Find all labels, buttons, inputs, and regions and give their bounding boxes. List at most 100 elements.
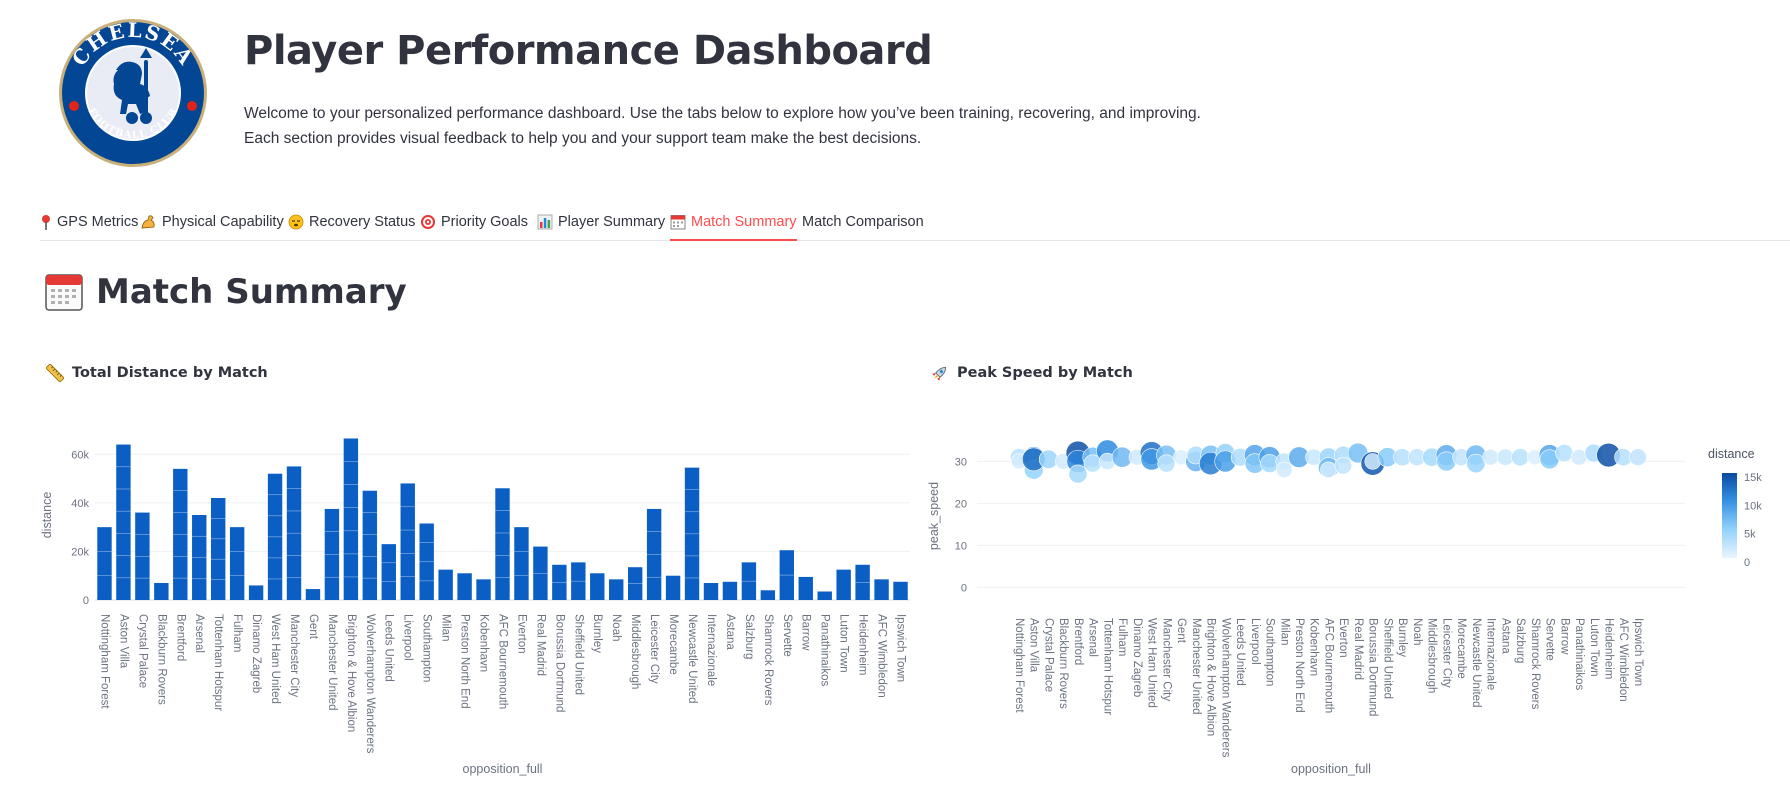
x-tick-label: AFC Wimbledon [876, 614, 888, 698]
x-axis-label: opposition_full [463, 762, 543, 776]
bar [438, 569, 453, 600]
x-tick-label: Wolverhampton Wanderers [1219, 618, 1231, 758]
tab-label: Priority Goals [441, 214, 529, 230]
x-tick-label: Salzburg [1514, 618, 1526, 663]
bar [609, 579, 624, 600]
page-title: Player Performance Dashboard [244, 28, 933, 74]
x-tick-label: Arsenal [193, 614, 205, 653]
y-tick-label: 0 [961, 582, 967, 594]
x-tick-label: West Ham United [1146, 618, 1158, 708]
colorbar [1722, 473, 1737, 558]
scatter-point [1570, 449, 1588, 466]
y-tick-label: 40k [71, 498, 89, 510]
x-tick-label: Salzburg [743, 614, 755, 659]
x-tick-label: Heidenheim [857, 614, 869, 675]
bar [457, 573, 472, 600]
y-axis-label: peak_speed [927, 482, 941, 550]
x-tick-label: AFC Bournemouth [1322, 618, 1334, 713]
tab-bar: GPS Metrics Physical Capability Recovery… [40, 204, 1790, 241]
bar [210, 498, 226, 600]
distance-chart-title: Total Distance by Match [46, 364, 268, 382]
x-tick-label: Servette [781, 614, 793, 657]
x-tick-label: Burnley [591, 614, 603, 653]
x-tick-label: Newcastle United [686, 614, 698, 703]
x-tick-label: Aston Villa [1028, 618, 1040, 673]
tab-physical-capability[interactable]: Physical Capability [140, 204, 284, 240]
x-tick-label: Luton Town [838, 614, 850, 673]
x-tick-label: Barrow [1558, 618, 1570, 655]
sleepy-face-icon [288, 214, 304, 230]
x-tick-label: Liverpool [402, 614, 414, 661]
colorbar-tick-label: 15k [1744, 472, 1762, 484]
y-axis-label: distance [40, 492, 54, 539]
x-tick-label: Manchester City [1160, 618, 1172, 701]
bar [495, 488, 510, 600]
x-tick-label: Blackburn Rovers [1057, 618, 1069, 709]
bar [343, 438, 359, 600]
x-tick-label: Blackburn Rovers [155, 614, 167, 705]
x-tick-label: Dinamo Zagreb [250, 614, 262, 693]
bar [836, 569, 851, 600]
x-tick-label: Nottingham Forest [98, 614, 110, 709]
tab-label: Physical Capability [162, 214, 284, 230]
colorbar-tick-label: 0 [1744, 557, 1750, 569]
scatter-point [1482, 449, 1499, 466]
x-tick-label: Leeds United [1234, 618, 1246, 686]
x-tick-label: Borussia Dortmund [1367, 618, 1379, 716]
x-tick-label: Brighton & Hove Albion [1205, 618, 1217, 736]
tab-gps-metrics[interactable]: GPS Metrics [40, 204, 138, 240]
x-tick-label: Fulham [231, 614, 243, 652]
x-tick-label: Tottenham Hotspur [1101, 618, 1113, 715]
x-tick-label: Arsenal [1087, 618, 1099, 657]
y-tick-label: 10 [955, 540, 967, 552]
bar [665, 575, 681, 600]
x-tick-label: Sheffield United [572, 614, 584, 695]
scatter-point [1555, 444, 1574, 462]
x-tick-label: Burnley [1396, 618, 1408, 657]
x-tick-label: West Ham United [269, 614, 281, 704]
scatter-point [1511, 448, 1530, 467]
tab-label: Match Comparison [802, 214, 924, 230]
bar [229, 527, 245, 600]
scatter-point [1496, 448, 1514, 466]
x-tick-label: Shamrock Rovers [1529, 618, 1541, 710]
x-tick-label: Internazionale [1485, 618, 1497, 690]
x-tick-label: Newcastle United [1470, 618, 1482, 707]
x-tick-label: Manchester City [288, 614, 300, 697]
section-title: Match Summary [96, 272, 407, 312]
ruler-icon [46, 364, 64, 382]
legend-title: distance [1708, 447, 1755, 461]
x-tick-label: Morecambe [1455, 618, 1467, 679]
bar [476, 579, 491, 600]
bar [893, 581, 908, 600]
bar [381, 544, 396, 600]
x-tick-label: Gent [1175, 618, 1187, 644]
x-tick-label: Barrow [800, 614, 812, 651]
x-tick-label: Kobenhavn [478, 614, 490, 672]
tab-match-summary[interactable]: Match Summary [670, 204, 797, 241]
tab-recovery-status[interactable]: Recovery Status [288, 204, 415, 240]
x-tick-label: Real Madrid [1352, 618, 1364, 680]
calendar-icon [45, 274, 83, 311]
x-tick-label: Panathinaikos [819, 614, 831, 686]
x-tick-label: Astana [724, 614, 736, 650]
x-tick-label: Manchester United [326, 614, 338, 711]
x-tick-label: Milan [1278, 618, 1290, 645]
x-tick-label: Heidenheim [1602, 618, 1614, 679]
x-tick-label: Ipswich Town [1632, 618, 1644, 686]
x-tick-label: Ipswich Town [894, 614, 906, 682]
chelsea-crest-logo: CHELSEA FOOTBALL CLUB [59, 18, 207, 167]
x-tick-label: Southampton [1264, 618, 1276, 686]
tab-player-summary[interactable]: Player Summary [537, 204, 665, 240]
tab-priority-goals[interactable]: Priority Goals [420, 204, 528, 240]
bar [154, 583, 169, 600]
x-axis-label: opposition_full [1291, 762, 1371, 776]
x-tick-label: Middlesbrough [1426, 618, 1438, 693]
x-tick-label: Luton Town [1588, 618, 1600, 677]
x-tick-label: Manchester United [1190, 618, 1202, 715]
scatter-point [1629, 448, 1647, 466]
tab-match-comparison[interactable]: Match Comparison [802, 204, 924, 240]
x-tick-label: Sheffield United [1381, 618, 1393, 699]
x-tick-label: Tottenham Hotspur [212, 614, 224, 711]
y-tick-label: 20 [955, 498, 967, 510]
